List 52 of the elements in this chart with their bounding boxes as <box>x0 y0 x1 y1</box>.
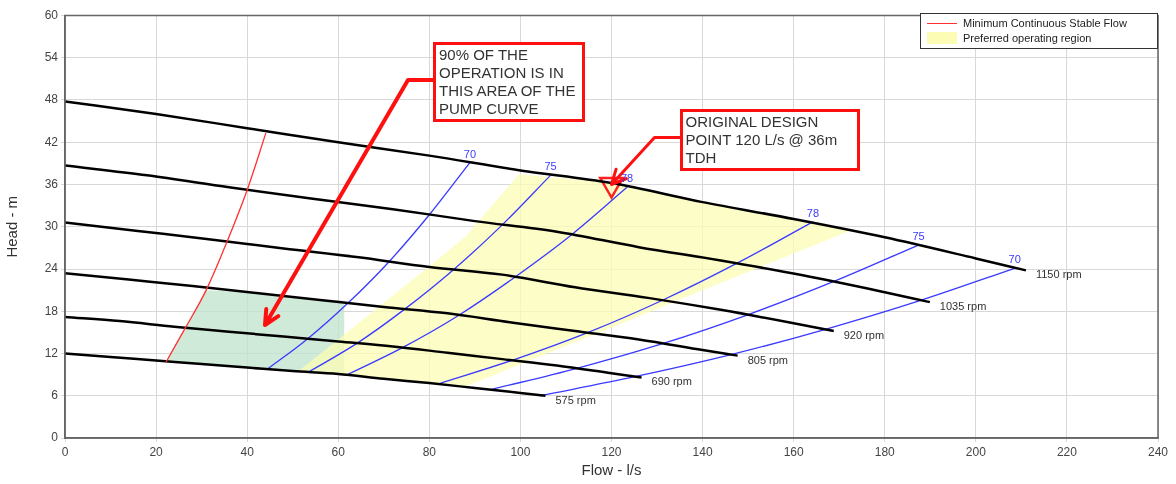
annotation: 70 <box>463 147 477 160</box>
x-tick-label: 60 <box>331 444 346 459</box>
annotation: 920 rpm <box>843 328 885 341</box>
x-tick-label: 220 <box>1056 444 1078 459</box>
x-tick-label: 180 <box>874 444 896 459</box>
x-tick-label: 120 <box>601 444 622 459</box>
annotation: 75 <box>544 160 557 173</box>
annotation: ORIGINAL DESIGN POINT 120 L/s @ 36m TDH <box>679 108 860 171</box>
annotation: 78 <box>620 172 634 185</box>
line-series <box>307 174 552 374</box>
line-series <box>65 352 547 397</box>
line-series <box>491 244 920 391</box>
x-tick-label: 240 <box>1147 444 1169 459</box>
line-series <box>65 271 739 357</box>
x-tick-label: 160 <box>783 444 804 459</box>
x-tick-label: 100 <box>510 444 531 459</box>
annotation: 90% OF THE OPERATION IS IN THIS AREA OF THE PUMP CURVE <box>433 42 585 122</box>
annotation: 805 rpm <box>747 353 788 366</box>
y-tick-label: 12 <box>44 345 59 360</box>
annotation: 575 rpm <box>555 393 596 406</box>
x-tick-label: 40 <box>240 444 255 459</box>
y-axis-title: Head - m <box>3 195 21 258</box>
annotation: 1035 rpm <box>939 300 987 313</box>
x-tick-label: 140 <box>692 444 713 459</box>
annotation: 78 <box>806 206 820 219</box>
line-series <box>65 315 643 379</box>
x-tick-label: 20 <box>149 444 164 459</box>
x-tick-label: 200 <box>965 444 987 459</box>
y-tick-label: 30 <box>44 219 59 234</box>
y-tick-label: 6 <box>51 388 59 403</box>
y-tick-label: 48 <box>44 92 59 107</box>
line-series <box>267 162 471 370</box>
line-series <box>65 164 932 304</box>
annotation: 75 <box>912 230 925 243</box>
annotation: 690 rpm <box>651 375 692 388</box>
y-tick-label: 18 <box>44 303 59 318</box>
line-series <box>165 132 267 363</box>
y-tick-label: 54 <box>44 50 59 65</box>
legend-label: Preferred operating region <box>963 32 1092 44</box>
x-axis-title: Flow - l/s <box>581 461 642 479</box>
annotation: 70 <box>1008 253 1021 266</box>
annotation: 1150 rpm <box>1035 268 1082 281</box>
y-tick-label: 24 <box>44 261 59 276</box>
y-tick-label: 42 <box>44 134 59 149</box>
x-tick-label: 0 <box>61 444 69 459</box>
y-tick-label: 60 <box>44 7 59 22</box>
legend-label: Minimum Continuous Stable Flow <box>963 17 1127 29</box>
x-tick-label: 80 <box>422 444 437 459</box>
line-series <box>65 221 835 333</box>
line-series <box>65 100 1028 272</box>
y-tick-label: 0 <box>51 430 59 445</box>
y-tick-label: 36 <box>44 176 59 191</box>
